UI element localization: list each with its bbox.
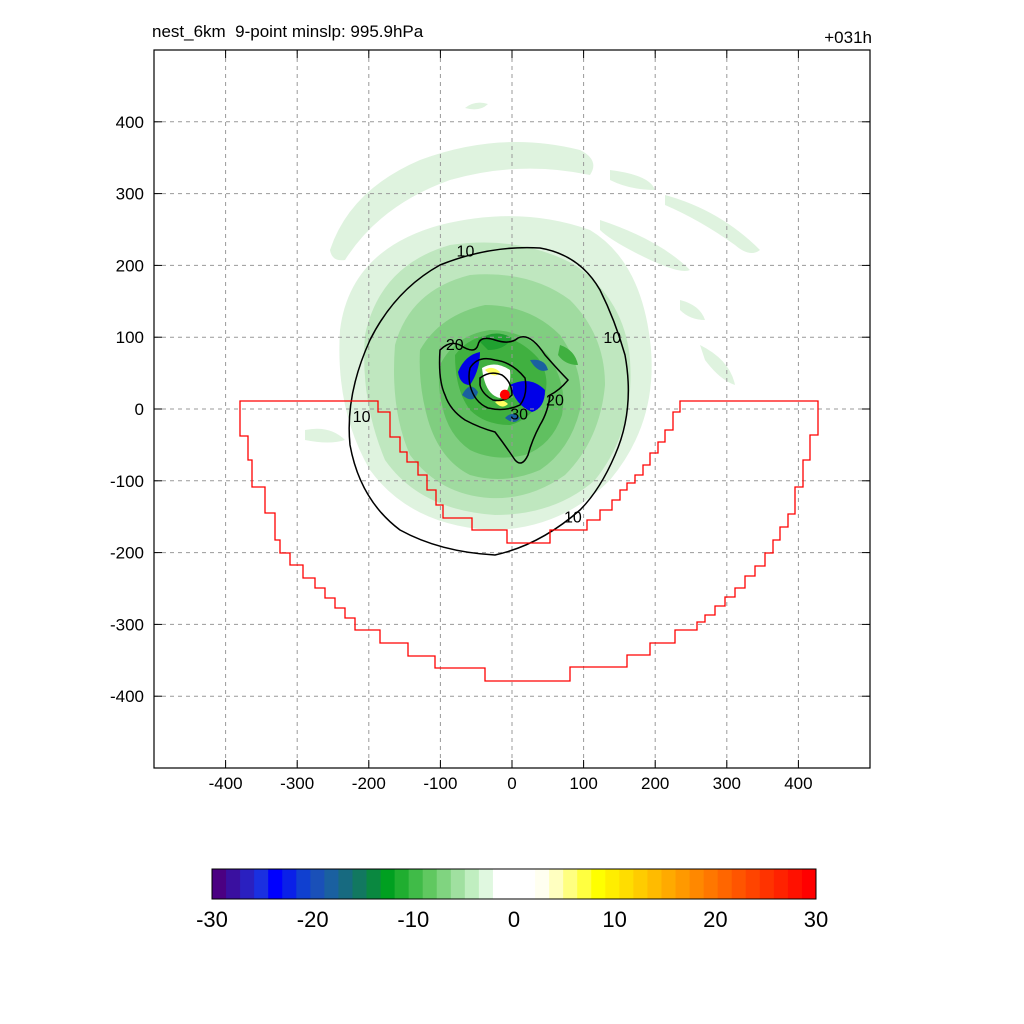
colorbar-swatch	[380, 869, 396, 899]
axes: -400 -300 -200 -100 0 100 200 300 40040030020010…	[110, 50, 870, 793]
x-tick-label: 100	[569, 774, 597, 793]
colorbar-swatch	[549, 869, 564, 899]
colorbar-tick-label: -10	[397, 907, 429, 932]
colorbar-swatch	[577, 869, 592, 899]
colorbar-swatch	[661, 869, 677, 899]
forecast-hour-label: +031h	[824, 28, 872, 47]
contour-label: 10	[457, 244, 475, 261]
colorbar-swatch	[591, 869, 606, 899]
colorbar-swatch	[226, 869, 241, 899]
colorbar-swatch	[394, 869, 410, 899]
colorbar-swatch	[464, 869, 480, 899]
x-tick-label: -400	[209, 774, 243, 793]
x-tick-label: 300	[713, 774, 741, 793]
colorbar: -30 -20 -10 0 10 20 30	[196, 868, 828, 932]
colorbar-swatch	[450, 869, 466, 899]
colorbar-swatch	[759, 869, 775, 899]
colorbar-swatch	[268, 869, 283, 899]
colorbar-tick-label: 30	[804, 907, 828, 932]
x-tick-label: -200	[352, 774, 386, 793]
chart-title: nest_6km 9-point minslp: 995.9hPa	[152, 22, 424, 41]
colorbar-swatch	[773, 869, 789, 899]
colorbar-swatch	[605, 869, 620, 899]
contour-label: 10	[564, 509, 582, 526]
contour-label: 10	[603, 330, 621, 347]
contour-label: 20	[446, 337, 464, 354]
colorbar-swatch	[240, 869, 255, 899]
colorbar-swatch	[352, 869, 368, 899]
contour-label: 10	[353, 409, 371, 426]
colorbar-swatch	[310, 869, 325, 899]
colorbar-swatch	[338, 869, 353, 899]
colorbar-tick-label: 0	[508, 907, 520, 932]
colorbar-swatch	[506, 869, 522, 899]
contour-lines	[348, 246, 630, 556]
contour-label: 30	[510, 407, 528, 424]
colorbar-swatch	[535, 869, 550, 899]
colorbar-swatch	[675, 869, 691, 899]
colorbar-swatch	[633, 869, 648, 899]
contour-labels: 10 10 10 10 20 20 30	[353, 244, 621, 527]
boundary-polygon	[239, 400, 819, 682]
colorbar-swatch	[436, 869, 452, 899]
colorbar-swatch	[731, 869, 747, 899]
y-tick-label: -200	[110, 544, 144, 563]
y-tick-label: 100	[116, 328, 144, 347]
x-tick-label: -100	[423, 774, 457, 793]
y-tick-label: 200	[116, 256, 144, 275]
colorbar-swatch	[282, 869, 297, 899]
colorbar-tick-label: -30	[196, 907, 228, 932]
colorbar-tick-label: 10	[602, 907, 626, 932]
x-tick-label: -300	[280, 774, 314, 793]
colorbar-swatch	[787, 869, 803, 899]
contour-label: 20	[546, 392, 564, 409]
shaded-field	[305, 102, 760, 530]
colorbar-swatch	[801, 869, 817, 899]
y-tick-label: 400	[116, 113, 144, 132]
colorbar-swatch	[521, 869, 536, 899]
colorbar-swatch	[689, 869, 705, 899]
storm-center-marker	[499, 389, 510, 400]
y-tick-label: -400	[110, 687, 144, 706]
colorbar-swatch	[254, 869, 269, 899]
y-tick-label: -100	[110, 472, 144, 491]
colorbar-swatch	[745, 869, 761, 899]
colorbar-swatch	[366, 869, 382, 899]
colorbar-tick-label: -20	[297, 907, 329, 932]
colorbar-tick-label: 20	[703, 907, 727, 932]
colorbar-swatch	[703, 869, 719, 899]
colorbar-swatch	[478, 869, 494, 899]
colorbar-frame	[211, 868, 817, 900]
colorbar-swatch	[212, 869, 227, 899]
colorbar-swatch	[619, 869, 634, 899]
x-tick-label: 400	[784, 774, 812, 793]
y-tick-label: -300	[110, 615, 144, 634]
colorbar-swatch	[296, 869, 311, 899]
y-tick-label: 300	[116, 185, 144, 204]
colorbar-swatch	[324, 869, 339, 899]
colorbar-swatch	[422, 869, 438, 899]
colorbar-swatch	[563, 869, 578, 899]
x-tick-label: 0	[507, 774, 516, 793]
x-tick-label: 200	[641, 774, 669, 793]
colorbar-swatch	[492, 869, 508, 899]
colorbar-swatch	[647, 869, 662, 899]
colorbar-swatch	[408, 869, 424, 899]
colorbar-swatch	[717, 869, 733, 899]
y-tick-label: 0	[135, 400, 144, 419]
